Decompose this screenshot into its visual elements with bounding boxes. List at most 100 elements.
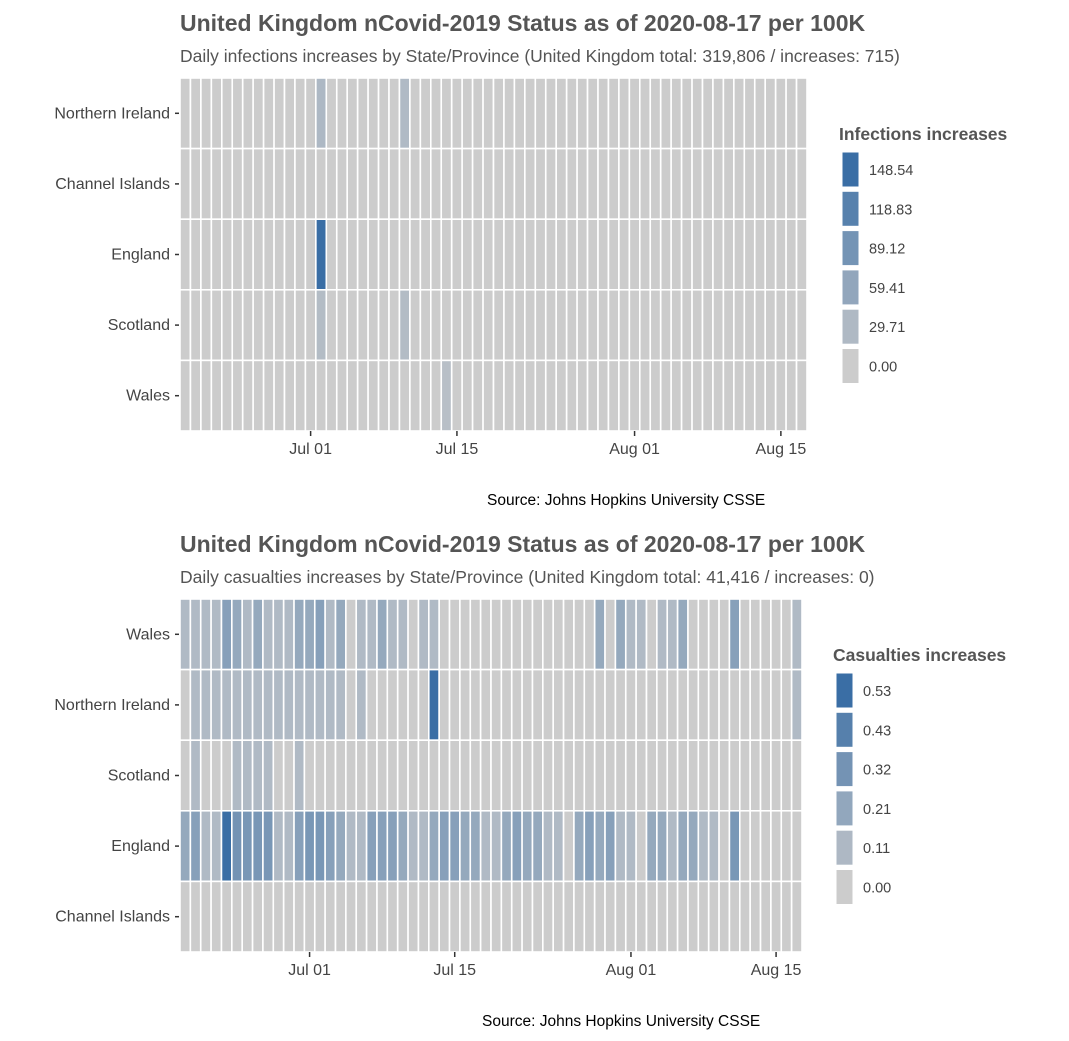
- heatmap-cell: [534, 359, 547, 432]
- heatmap-cell: [666, 668, 679, 742]
- heatmap-cell: [680, 359, 693, 432]
- heatmap-cell: [635, 739, 648, 812]
- heatmap-cell: [687, 880, 700, 953]
- heatmap-cell: [304, 147, 317, 221]
- heatmap-cell: [638, 218, 652, 291]
- heatmap-cell: [189, 668, 202, 742]
- heatmap-cell: [293, 598, 306, 671]
- heatmap-cell: [448, 598, 461, 671]
- heatmap-cell: [607, 359, 620, 432]
- heatmap-cell: [200, 288, 213, 362]
- heatmap-cell: [282, 598, 295, 671]
- heatmap-cell: [790, 668, 803, 742]
- heatmap-cell: [500, 880, 513, 953]
- heatmap-cell: [718, 739, 731, 812]
- heatmap-cell: [759, 880, 772, 953]
- heatmap-cell: [521, 880, 534, 953]
- heatmap-cell: [490, 668, 503, 742]
- heatmap-cell: [365, 668, 378, 742]
- heatmap-cell: [562, 598, 575, 671]
- heatmap-cell: [492, 218, 505, 291]
- heatmap-cell: [398, 359, 411, 432]
- heatmap-cell: [335, 218, 348, 291]
- heatmap-cell: [427, 880, 440, 953]
- heatmap-cell: [461, 359, 474, 432]
- heatmap-cell: [283, 359, 296, 432]
- heatmap-cell: [189, 77, 202, 150]
- heatmap-cell: [733, 77, 746, 150]
- heatmap-cell: [469, 739, 482, 812]
- heatmap-cell: [733, 359, 746, 432]
- heatmap-cell: [555, 359, 568, 432]
- heatmap-cell: [272, 739, 285, 812]
- heatmap-cell: [676, 739, 689, 812]
- heatmap-cell: [614, 809, 627, 883]
- heatmap-cell: [335, 147, 348, 221]
- heatmap-cell: [450, 77, 463, 150]
- heatmap-cell: [680, 288, 693, 362]
- heatmap-cell: [645, 668, 658, 742]
- heatmap-cell: [628, 77, 641, 150]
- heatmap-cell: [790, 598, 803, 671]
- heatmap-cell: [304, 288, 317, 362]
- heatmap-cell: [231, 359, 244, 432]
- heatmap-cell: [461, 218, 474, 291]
- heatmap-cell: [524, 359, 537, 432]
- heatmap-cell: [712, 288, 725, 362]
- heatmap-cell: [701, 288, 714, 362]
- heatmap-cell: [513, 288, 526, 362]
- heatmap-cell: [282, 880, 295, 953]
- heatmap-cell: [461, 147, 474, 221]
- heatmap-cell: [231, 739, 244, 812]
- heatmap-cell: [503, 147, 516, 221]
- heatmap-cell: [313, 739, 326, 812]
- heatmap-cell: [524, 218, 537, 291]
- heatmap-cell: [376, 668, 389, 742]
- heatmap-cell: [649, 288, 662, 362]
- heatmap-cell: [565, 77, 578, 150]
- heatmap-cell: [479, 809, 492, 883]
- chart-subtitle: Daily casualties increases by State/Prov…: [180, 567, 875, 587]
- heatmap-cell: [513, 218, 526, 291]
- heatmap-cell: [743, 77, 756, 150]
- heatmap-cell: [718, 809, 731, 883]
- heatmap-cell: [189, 147, 202, 221]
- heatmap-cell: [638, 359, 652, 432]
- heatmap-cell: [409, 218, 422, 291]
- heatmap-cell: [482, 359, 495, 432]
- legend-key: [835, 869, 854, 905]
- heatmap-cell: [503, 77, 516, 150]
- heatmap-cell: [749, 598, 762, 671]
- heatmap-cell: [210, 147, 223, 221]
- heatmap-cell: [377, 77, 390, 150]
- heatmap-cell: [604, 880, 617, 953]
- heatmap-cell: [199, 739, 212, 812]
- heatmap-cell: [503, 218, 516, 291]
- heatmap-cell: [604, 809, 617, 883]
- heatmap-cell: [304, 359, 317, 432]
- heatmap-cell: [471, 77, 484, 150]
- heatmap-cell: [593, 668, 606, 742]
- chart-caption: Source: Johns Hopkins University CSSE: [482, 1013, 761, 1030]
- heatmap-cell: [313, 880, 326, 953]
- heatmap-cell: [294, 147, 307, 221]
- heatmap-cell: [440, 218, 453, 291]
- heatmap-cell: [670, 218, 683, 291]
- heatmap-cell: [618, 147, 631, 221]
- heatmap-cell: [593, 809, 606, 883]
- legend-key: [835, 672, 854, 709]
- heatmap-cell: [469, 598, 482, 671]
- heatmap-cell: [440, 147, 453, 221]
- y-tick-label: Channel Islands: [55, 176, 170, 193]
- heatmap-cell: [614, 668, 627, 742]
- heatmap-cell: [398, 288, 411, 362]
- heatmap-cell: [262, 77, 275, 150]
- heatmap-cell: [355, 668, 368, 742]
- heatmap-cell: [459, 739, 472, 812]
- heatmap-cell: [728, 880, 741, 953]
- heatmap-cell: [386, 809, 399, 883]
- heatmap-cell: [367, 359, 380, 432]
- heatmap-cell: [728, 739, 741, 812]
- heatmap-cell: [597, 359, 610, 432]
- heatmap-cell: [241, 288, 254, 362]
